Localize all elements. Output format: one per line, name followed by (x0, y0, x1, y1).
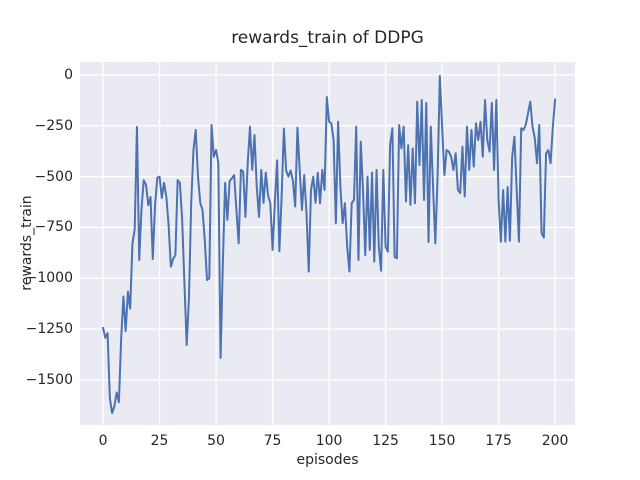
reward-line-series (102, 75, 557, 415)
x-tick-label: 75 (263, 433, 282, 449)
plot-area (80, 62, 575, 425)
y-tick-label: −500 (34, 168, 73, 185)
x-tick-label: 150 (428, 433, 456, 449)
x-tick-label: 175 (485, 433, 512, 449)
y-tick-label: −1000 (25, 270, 73, 287)
x-tick-label: 200 (541, 433, 569, 449)
x-tick-label: 25 (150, 433, 169, 449)
y-tick-label: 0 (64, 67, 73, 83)
y-tick-label: −1500 (25, 371, 73, 388)
chart-canvas (80, 62, 575, 425)
chart-title: rewards_train of DDPG (231, 28, 424, 48)
x-tick-label: 0 (98, 433, 108, 449)
y-tick-label: −250 (34, 117, 73, 134)
y-tick-label: −1250 (25, 321, 73, 338)
x-tick-label: 125 (372, 433, 399, 449)
x-tick-label: 100 (315, 433, 343, 449)
x-tick-label: 50 (207, 433, 225, 449)
x-axis-label: episodes (296, 452, 359, 468)
y-tick-label: −750 (34, 219, 73, 236)
y-axis-label: rewards_train (19, 195, 35, 291)
